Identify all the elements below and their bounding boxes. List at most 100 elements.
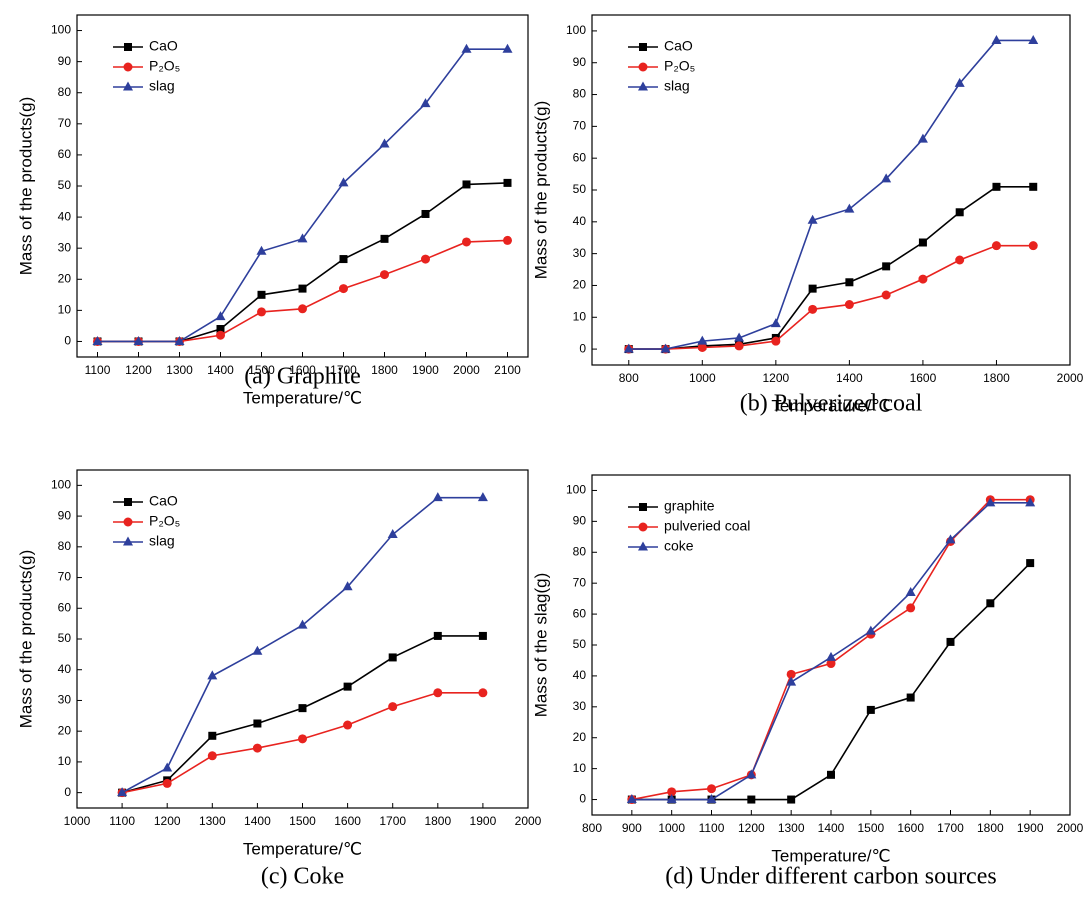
y-tick-label: 90 [573, 55, 587, 69]
legend-label: slag [149, 533, 175, 549]
marker [945, 534, 956, 544]
caption: (d) Under different carbon sources [665, 864, 996, 890]
marker [954, 77, 965, 87]
marker [747, 795, 756, 804]
marker [478, 688, 488, 698]
marker [339, 255, 348, 264]
x-axis-label: Temperature/℃ [243, 839, 362, 858]
x-tick-label: 1300 [166, 363, 193, 377]
x-tick-label: 1800 [977, 821, 1004, 835]
y-tick-label: 20 [573, 278, 587, 292]
marker [845, 278, 854, 287]
x-tick-label: 2000 [515, 814, 542, 828]
marker [380, 270, 389, 280]
y-tick-label: 90 [58, 508, 72, 522]
y-tick-label: 30 [58, 693, 72, 707]
legend-label: P₂O₅ [149, 513, 180, 529]
x-tick-label: 2000 [1057, 371, 1084, 385]
marker [866, 705, 875, 714]
marker [298, 704, 307, 713]
marker [503, 235, 512, 245]
x-tick-label: 1000 [658, 821, 685, 835]
x-tick-label: 1600 [334, 814, 361, 828]
marker [298, 304, 307, 314]
x-tick-label: 2000 [453, 363, 480, 377]
y-tick-label: 10 [573, 761, 587, 775]
x-tick-label: 1400 [836, 371, 863, 385]
y-tick-label: 90 [573, 514, 587, 528]
panel: 0 10 20 30 40 50 60 70 80 90 100 1000 1100 1200 1300 14… [16, 469, 542, 890]
marker [946, 637, 955, 646]
marker [706, 794, 717, 804]
marker [660, 343, 671, 353]
legend-label: slag [664, 78, 690, 94]
y-tick-label: 100 [566, 23, 586, 37]
series-line [628, 186, 1034, 350]
marker [342, 581, 353, 591]
legend-marker [638, 81, 648, 91]
x-tick-label: 1900 [1017, 821, 1044, 835]
legend-label: CaO [149, 493, 178, 509]
x-tick-label: 1200 [738, 821, 765, 835]
x-tick-label: 1000 [64, 814, 91, 828]
x-tick-label: 1500 [248, 363, 275, 377]
marker [844, 203, 855, 213]
marker [162, 778, 172, 788]
marker [844, 300, 854, 310]
x-tick-label: 1000 [689, 371, 716, 385]
marker [174, 335, 185, 345]
x-tick-label: 800 [582, 821, 602, 835]
y-tick-label: 20 [573, 730, 587, 744]
marker [339, 284, 348, 294]
marker [207, 751, 217, 761]
marker [991, 34, 1002, 44]
y-axis-label: Mass of the slag(g) [531, 573, 550, 718]
y-tick-label: 60 [58, 147, 72, 161]
x-tick-label: 900 [622, 821, 642, 835]
y-tick-label: 60 [573, 606, 587, 620]
y-tick-label: 80 [573, 544, 587, 558]
x-axis-label: Temperature/℃ [771, 396, 890, 415]
x-axis-label: Temperature/℃ [243, 388, 362, 407]
legend-marker [639, 503, 647, 511]
marker [433, 631, 442, 640]
y-tick-label: 80 [58, 85, 72, 99]
series-line [97, 182, 508, 343]
marker [786, 669, 796, 679]
x-tick-label: 1600 [897, 821, 924, 835]
marker [985, 497, 996, 507]
marker [215, 311, 226, 321]
y-tick-label: 0 [64, 785, 71, 799]
x-tick-label: 1200 [762, 371, 789, 385]
marker [771, 336, 781, 346]
x-tick-label: 1800 [371, 363, 398, 377]
marker [297, 233, 308, 243]
marker [881, 173, 892, 183]
marker [955, 208, 964, 217]
marker [991, 241, 1001, 251]
y-axis-label: Mass of the products(g) [16, 97, 35, 276]
legend-marker [123, 81, 133, 91]
panel: 0 10 20 30 40 50 60 70 80 90 100 1100 1200 1300 1400 15… [16, 14, 529, 407]
marker [905, 586, 916, 596]
y-tick-label: 90 [58, 54, 72, 68]
x-tick-label: 1100 [699, 821, 725, 835]
marker [297, 619, 308, 629]
marker [380, 234, 389, 243]
marker [343, 720, 353, 730]
x-tick-label: 1900 [412, 363, 439, 377]
legend-label: slag [149, 78, 175, 94]
x-tick-label: 2000 [1057, 821, 1084, 835]
x-tick-label: 1300 [778, 821, 805, 835]
marker [162, 762, 173, 772]
legend-marker [124, 498, 132, 506]
marker [256, 245, 267, 255]
marker [1029, 182, 1038, 191]
y-tick-label: 0 [64, 334, 71, 348]
marker [252, 743, 262, 753]
caption: (c) Coke [261, 864, 344, 890]
x-tick-label: 800 [619, 371, 639, 385]
y-tick-label: 60 [573, 150, 587, 164]
legend-marker [123, 536, 133, 546]
marker [502, 43, 513, 53]
